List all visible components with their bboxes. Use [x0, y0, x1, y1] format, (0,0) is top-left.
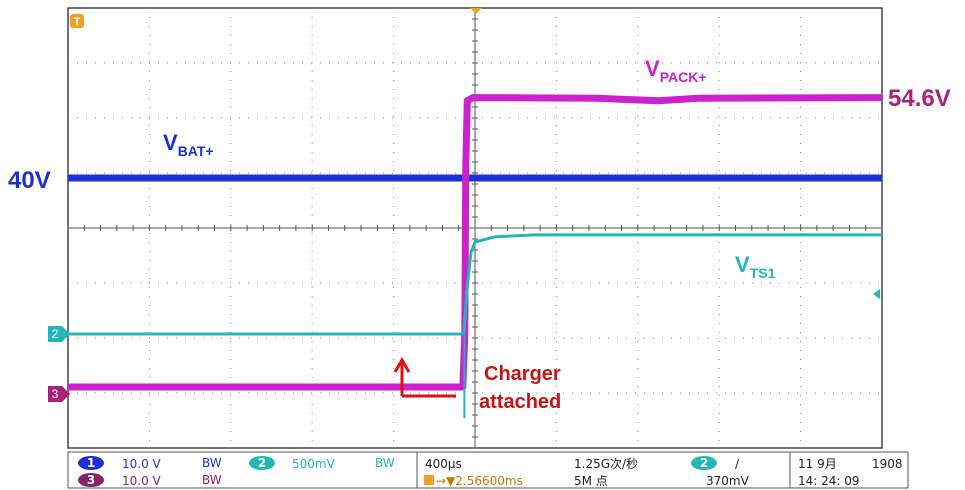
charger-arrow: [393, 357, 456, 398]
ch3-badge-text: 3: [87, 473, 95, 487]
vts-label: VTS1: [735, 252, 776, 281]
trigger-position-value: →▼2.56600ms: [436, 474, 523, 488]
trigger-slope-icon: /: [735, 457, 740, 471]
time: 14: 24: 09: [798, 474, 860, 488]
record-length: 5M 点: [574, 474, 608, 488]
trigger-marker-text: T: [74, 16, 81, 28]
trace-ts1: [68, 233, 882, 336]
ch3-scale: 10.0 V: [122, 474, 162, 488]
timebase: 400µs: [425, 457, 462, 471]
ch2-trigger-level-arrow: [873, 289, 880, 299]
trigger-position-icon: [424, 475, 434, 485]
ch2-ground-marker: 2: [48, 326, 70, 342]
voltage-40v-label: 40V: [8, 167, 51, 194]
trigger-channel-text: 2: [700, 456, 708, 470]
ch2-badge-text: 2: [258, 456, 266, 470]
charger-label-line1: Charger: [484, 363, 561, 385]
ch1-bw-icon: BW: [202, 456, 222, 470]
trigger-position-marker: [470, 8, 482, 14]
trigger-level: 370mV: [706, 474, 750, 488]
ch2-marker-text: 2: [52, 327, 59, 341]
graticule: [67, 7, 883, 449]
ch3-bw-icon: BW: [202, 473, 222, 487]
ch3-badge[interactable]: [78, 473, 104, 487]
trigger-level-marker: T: [70, 14, 84, 28]
date: 11 9月: [798, 457, 837, 471]
ch3-marker-text: 3: [52, 387, 59, 401]
waveform-traces: [68, 94, 883, 418]
sample-rate: 1.25G次/秒: [574, 457, 638, 471]
ch3-ground-marker: 3: [48, 386, 70, 402]
status-bar: 1 10.0 V BW 3 10.0 V BW 2 500mV BW 400µs…: [67, 451, 909, 489]
charger-label-line2: attached: [479, 391, 561, 413]
vpack-label: VPACK+: [645, 56, 707, 85]
vbat-label: VBAT+: [163, 130, 214, 159]
ch2-badge[interactable]: [249, 456, 275, 470]
ch1-badge[interactable]: [78, 456, 104, 470]
ch1-scale: 10.0 V: [122, 457, 162, 471]
ch2-bw-icon: BW: [375, 456, 395, 470]
ch1-badge-text: 1: [87, 456, 95, 470]
year: 1908: [872, 457, 903, 471]
voltage-54-6v-label: 54.6V: [888, 85, 951, 112]
trigger-channel-badge[interactable]: [691, 456, 717, 470]
ch2-scale: 500mV: [292, 457, 336, 471]
